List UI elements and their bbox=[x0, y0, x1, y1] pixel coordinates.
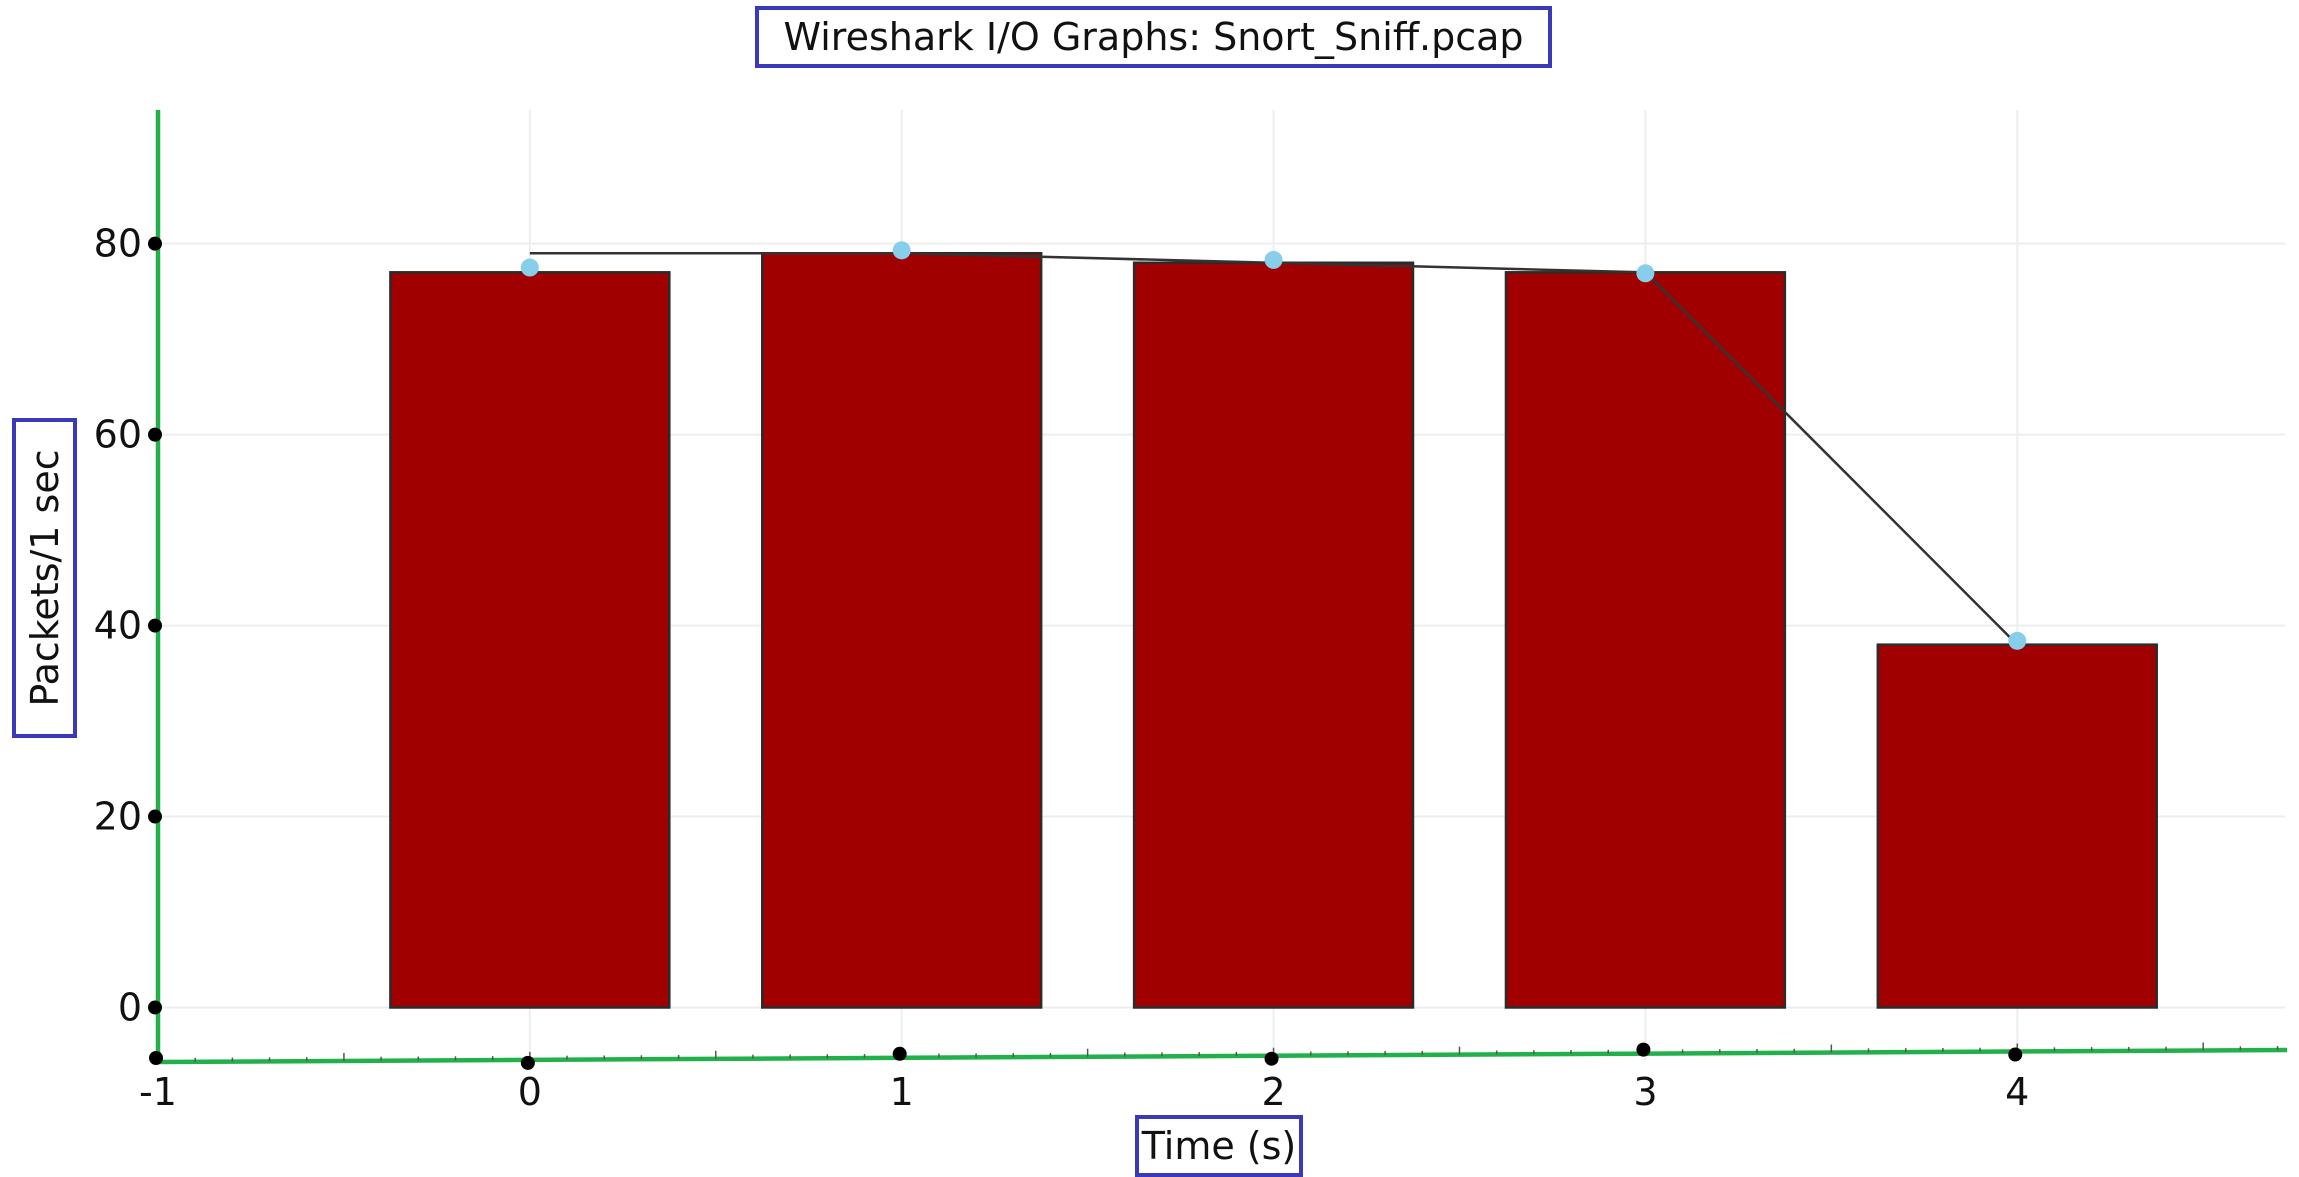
x-tick-label: -1 bbox=[139, 1070, 177, 1114]
data-point bbox=[2008, 631, 2027, 650]
data-point bbox=[520, 258, 539, 277]
x-tick-label: 2 bbox=[1261, 1070, 1285, 1114]
x-axis-label-text: Time (s) bbox=[1141, 1124, 1297, 1168]
data-point bbox=[1636, 264, 1655, 283]
bar bbox=[1876, 643, 2158, 1009]
y-tick-marker bbox=[148, 236, 162, 251]
y-tick-marker bbox=[148, 1000, 162, 1015]
x-tick-marker bbox=[1636, 1042, 1651, 1057]
x-tick-label: 4 bbox=[2005, 1070, 2029, 1114]
x-tick-marker bbox=[149, 1051, 163, 1065]
bar bbox=[389, 271, 671, 1009]
y-tick-label: 40 bbox=[94, 604, 142, 648]
x-tick-marker bbox=[520, 1055, 535, 1070]
y-tick-label: 80 bbox=[94, 222, 142, 266]
y-tick-label: 60 bbox=[94, 413, 142, 457]
data-point bbox=[1264, 250, 1283, 269]
x-tick-label: 1 bbox=[890, 1070, 914, 1114]
y-tick-marker bbox=[148, 427, 162, 442]
data-point bbox=[892, 241, 911, 260]
chart-title: Wireshark I/O Graphs: Snort_Sniff.pcap bbox=[755, 6, 1552, 68]
bar bbox=[761, 251, 1043, 1009]
x-tick-label: 3 bbox=[1633, 1070, 1657, 1114]
x-axis-line bbox=[157, 1047, 2288, 1065]
x-axis-label: Time (s) bbox=[1135, 1115, 1303, 1177]
x-tick-label: 0 bbox=[518, 1070, 542, 1114]
bar bbox=[1504, 271, 1787, 1009]
chart-title-text: Wireshark I/O Graphs: Snort_Sniff.pcap bbox=[783, 15, 1524, 59]
x-tick-marker bbox=[892, 1046, 907, 1061]
bar bbox=[1132, 261, 1415, 1009]
y-axis-label-text: Packets/1 sec bbox=[22, 449, 67, 707]
y-axis-label: Packets/1 sec bbox=[12, 418, 77, 738]
y-tick-label: 20 bbox=[94, 795, 142, 839]
x-tick-marker bbox=[2008, 1047, 2023, 1062]
y-tick-marker bbox=[148, 809, 162, 824]
y-tick-marker bbox=[148, 618, 162, 633]
x-tick-marker bbox=[1264, 1051, 1279, 1066]
y-tick-label: 0 bbox=[118, 985, 142, 1029]
